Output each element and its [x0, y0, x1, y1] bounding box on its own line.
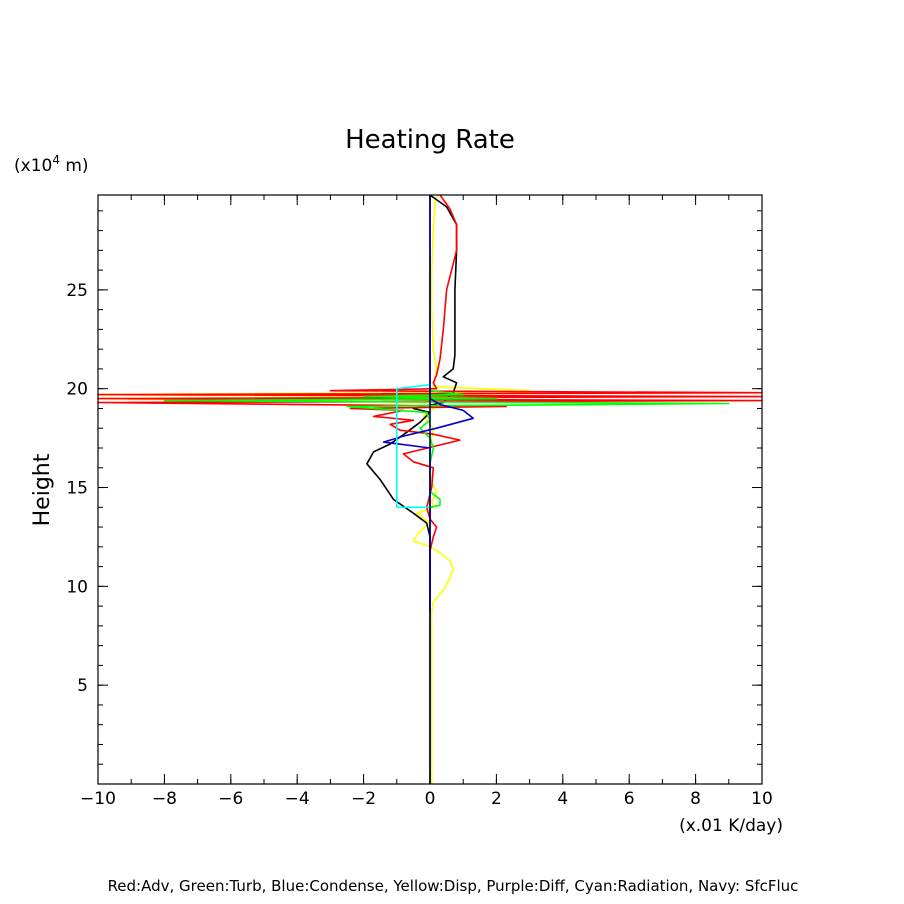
y-tick-label: 10: [66, 577, 88, 597]
y-unit-exponent: 4: [52, 153, 60, 167]
chart-title: Heating Rate: [345, 125, 515, 155]
x-tick-label: 8: [690, 789, 701, 809]
x-tick-label: 0: [425, 789, 436, 809]
axis-layer: −10 −8 −6 −4 −2 0 2 4 6 8 10 5 10 15 20 25: [66, 194, 773, 809]
x-tick-label: −4: [285, 789, 310, 809]
y-unit-label: (x104 m): [14, 153, 89, 176]
x-tick-label: 4: [557, 789, 568, 809]
y-tick-label: 5: [77, 676, 88, 696]
x-tick-label: −6: [218, 789, 243, 809]
series-line-3: [163, 386, 730, 509]
x-tick-label: 10: [751, 789, 773, 809]
y-unit-suffix: m): [60, 156, 89, 176]
series-line-0: [97, 194, 531, 784]
x-tick-label: −10: [80, 789, 116, 809]
series-layer: [97, 194, 763, 784]
x-tick-label: −8: [152, 789, 177, 809]
y-axis-label: Height: [30, 453, 55, 526]
legend-caption: Red:Adv, Green:Turb, Blue:Condense, Yell…: [108, 877, 799, 895]
y-tick-label: 25: [66, 281, 88, 301]
x-tick-label: −2: [351, 789, 376, 809]
series-line-1: [366, 194, 458, 612]
x-tick-label: 6: [624, 789, 635, 809]
y-tick-label: 15: [66, 479, 88, 499]
y-unit-prefix: (x10: [14, 156, 52, 176]
x-axis-label: (x.01 K/day): [679, 816, 783, 836]
x-tick-label: 2: [491, 789, 502, 809]
y-tick-label: 20: [66, 380, 88, 400]
